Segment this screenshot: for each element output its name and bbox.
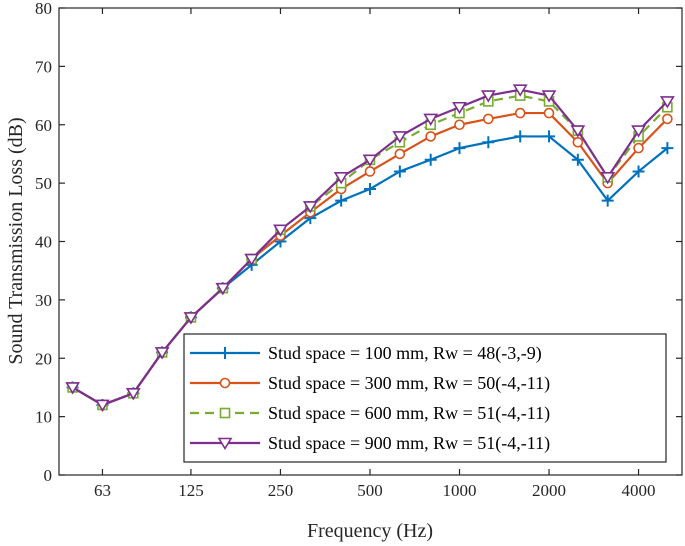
series-2-point-500	[364, 166, 376, 177]
series-2-point-630	[394, 148, 406, 160]
series-4-point-4000	[631, 125, 646, 138]
series-4-point-100	[154, 347, 170, 360]
axes-layer: 0 10 20 30 40 50 60 70 80 63 125 250 500 1000 2000 4000	[35, 0, 683, 500]
series-2-point-800	[425, 131, 436, 142]
series-1-point-1600	[514, 130, 527, 143]
series-4-point-200	[244, 253, 260, 267]
series-2-point-5000	[662, 113, 673, 125]
y-tick-label-10: 10	[35, 408, 52, 427]
y-tick-label-0: 0	[44, 466, 53, 485]
series-2-point-2500	[572, 136, 584, 148]
x-tick-label-63: 63	[94, 481, 111, 500]
series-4-point-2500	[570, 125, 586, 138]
series-2-point-4000	[633, 142, 644, 154]
legend-entry-4-marker	[217, 437, 233, 451]
y-tick-label-60: 60	[35, 116, 52, 135]
series-4-point-315	[302, 201, 318, 214]
x-tick-label-250: 250	[268, 481, 294, 500]
series-4-point-1600	[512, 84, 528, 97]
series-1-point-400	[335, 194, 348, 207]
series-4-point-3150	[600, 171, 616, 185]
y-tick-label-80: 80	[35, 0, 52, 18]
y-tick-label-30: 30	[35, 291, 52, 310]
series-2-point-1000	[454, 119, 465, 131]
series-1-point-1000	[453, 142, 466, 155]
series-1-point-4000	[632, 165, 645, 178]
series-4-point-160	[215, 282, 231, 296]
legend-entry-2: Stud space = 300 mm, Rw = 50(-4,-11)	[190, 373, 550, 394]
series-4-point-2000	[541, 90, 557, 103]
series-1-point-2000	[543, 130, 556, 143]
y-tick-label-40: 40	[35, 233, 52, 252]
series-4-point-630	[392, 131, 408, 144]
series-1-point-630	[393, 165, 406, 178]
series-layer	[65, 84, 675, 413]
legend-entry-3-marker	[219, 407, 231, 419]
series-4	[65, 84, 675, 413]
legend-entry-1-marker	[219, 347, 231, 359]
x-tick-label-4000: 4000	[622, 481, 656, 500]
series-4-point-80	[125, 387, 141, 401]
y-tick-label-70: 70	[35, 57, 52, 76]
series-1-point-1250	[482, 136, 495, 149]
series-4-point-50	[65, 382, 81, 395]
y-tick-label-20: 20	[35, 349, 52, 368]
x-axis-label: Frequency (Hz)	[307, 520, 433, 542]
series-4-point-63	[95, 399, 110, 413]
series-3-line	[72, 94, 669, 407]
series-4-point-400	[333, 171, 349, 185]
x-tick-label-125: 125	[178, 481, 204, 500]
series-4-point-5000	[659, 96, 675, 109]
series-4-point-800	[423, 113, 439, 126]
series-1-point-3150	[601, 194, 614, 207]
legend-box	[183, 333, 667, 463]
series-1-point-2500	[571, 153, 584, 166]
series-2-point-1250	[483, 113, 494, 125]
y-tick-label-50: 50	[35, 174, 52, 193]
x-tick-label-2000: 2000	[532, 481, 566, 500]
legend-entry-4: Stud space = 900 mm, Rw = 51(-4,-11)	[190, 433, 550, 454]
legend-entry-4-label: Stud space = 900 mm, Rw = 51(-4,-11)	[268, 433, 550, 454]
series-4-point-500	[362, 154, 378, 167]
series-2-point-1600	[514, 107, 526, 119]
series-4-point-125	[183, 312, 199, 325]
series-4-point-1250	[480, 90, 496, 103]
legend-entry-1-label: Stud space = 100 mm, Rw = 48(-3,-9)	[268, 343, 542, 364]
y-axis-label: Sound Transmission Loss (dB)	[5, 117, 27, 364]
legend-entry-2-marker	[219, 377, 231, 389]
x-tick-label-1000: 1000	[443, 481, 477, 500]
x-tick-label-500: 500	[357, 481, 383, 500]
series-2-point-2000	[543, 107, 555, 119]
legend-entry-3: Stud space = 600 mm, Rw = 51(-4,-11)	[190, 403, 550, 424]
series-4-point-250	[273, 224, 288, 237]
legend-entry-3-label: Stud space = 600 mm, Rw = 51(-4,-11)	[268, 403, 550, 424]
legend: Stud space = 100 mm, Rw = 48(-3,-9) Stud …	[183, 333, 667, 463]
legend-entry-1: Stud space = 100 mm, Rw = 48(-3,-9)	[190, 343, 542, 364]
legend-entry-2-label: Stud space = 300 mm, Rw = 50(-4,-11)	[268, 373, 550, 394]
series-1-point-5000	[661, 142, 674, 155]
series-4-point-1000	[452, 101, 467, 115]
series-1-point-500	[363, 182, 376, 195]
series-1-point-800	[424, 153, 437, 166]
